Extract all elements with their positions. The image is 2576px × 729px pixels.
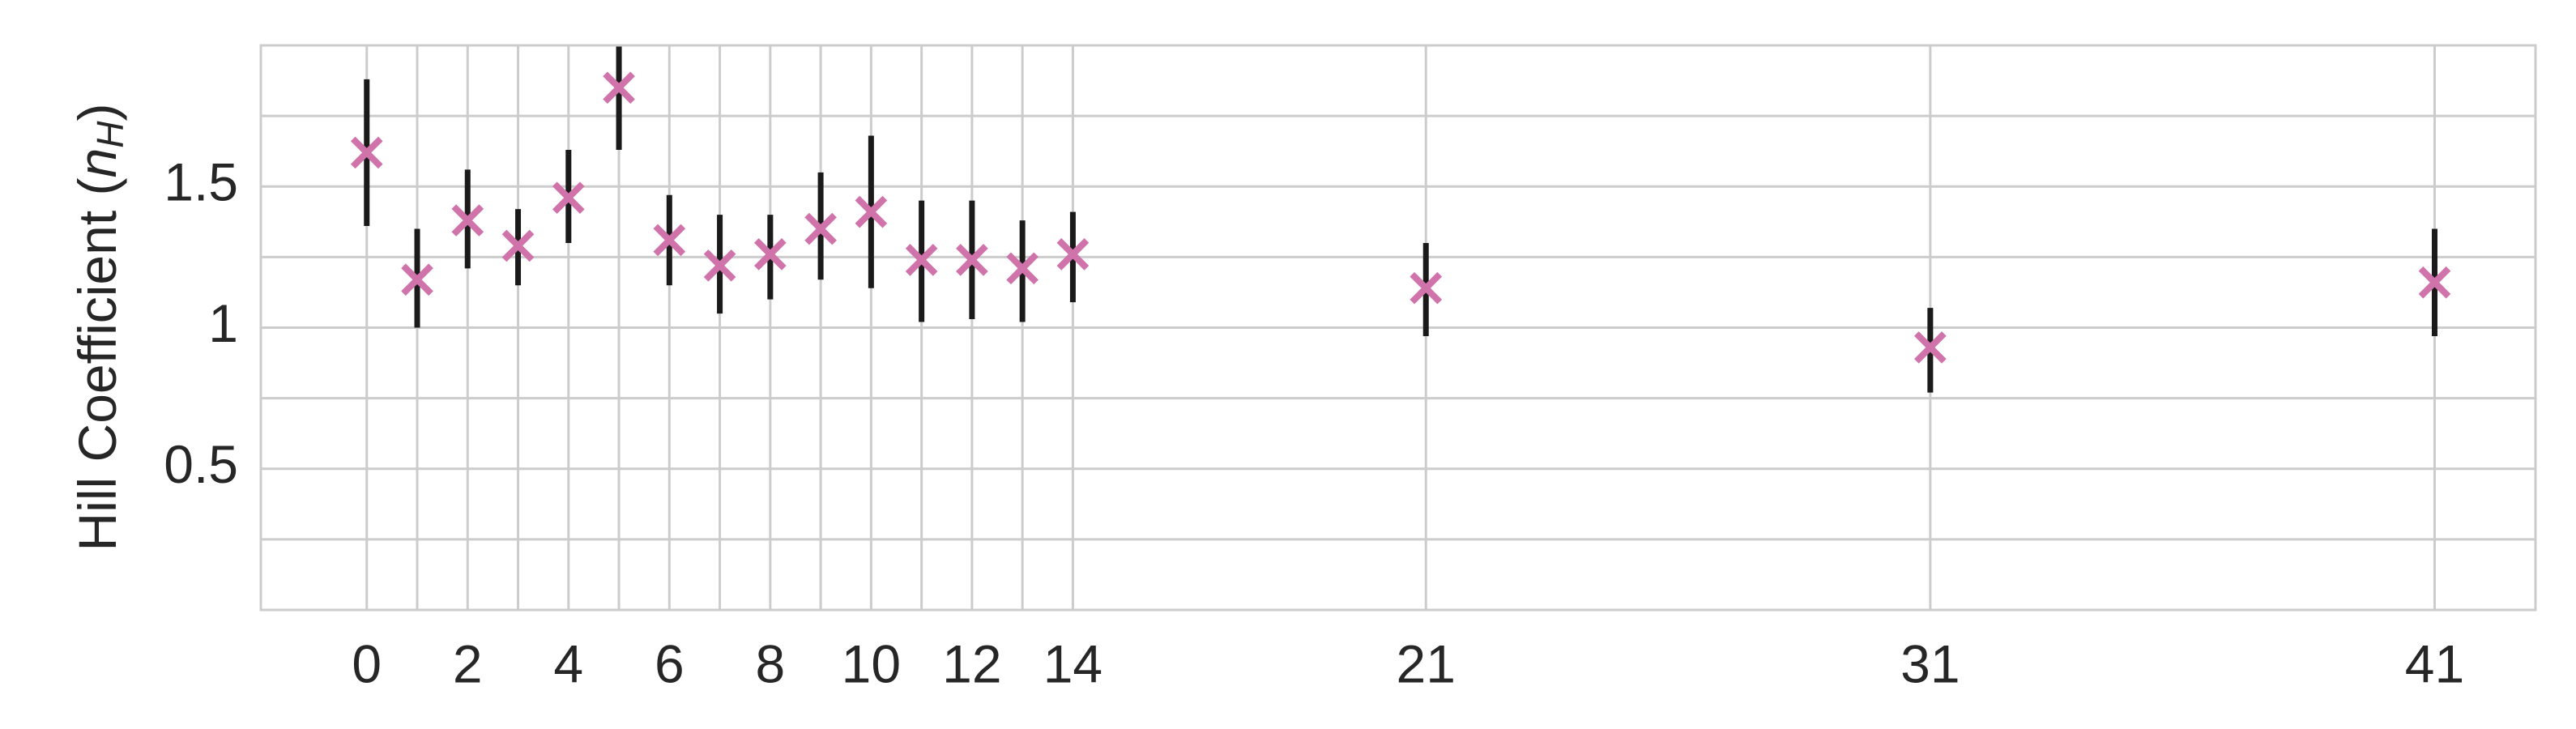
marker-stroke [804,212,837,245]
gridlines [261,45,2535,610]
x-tick-label: 8 [755,633,785,693]
marker-stroke [603,71,635,104]
marker-stroke [501,229,535,262]
data-point-marker [653,224,686,257]
marker-stroke [1410,271,1443,305]
marker-stroke [552,181,585,215]
y-tick-label: 1 [208,293,238,353]
marker-stroke [2418,266,2451,299]
marker-stroke [956,244,988,276]
x-tick-label: 41 [2405,633,2464,693]
x-tick-label: 6 [655,633,685,693]
marker-stroke [451,204,484,237]
data-point-marker [1056,238,1090,271]
y-tick-label: 0.5 [164,434,238,494]
y-tick-label: 1.5 [164,152,238,212]
y-axis-label-var: n [67,148,127,178]
data-point-marker [1914,331,1947,364]
marker-stroke [1056,238,1090,271]
marker-stroke [703,249,736,282]
data-markers [350,71,2451,364]
x-tick-labels: 0 2 4 6 8 10 12 14 21 31 41 [352,633,2464,693]
data-point-marker [956,244,988,276]
data-point-marker [804,212,837,245]
data-point-marker [451,204,484,237]
data-point-marker [1006,252,1039,285]
data-point-marker [855,195,888,228]
data-point-marker [2418,266,2451,299]
x-tick-label: 0 [352,633,382,693]
x-tick-label: 4 [553,633,583,693]
y-axis-label-sub: H [89,121,131,148]
y-axis-label-suffix: ) [67,104,127,122]
x-tick-label: 31 [1900,633,1960,693]
marker-stroke [401,263,433,296]
marker-stroke [905,244,938,276]
marker-stroke [653,224,686,257]
marker-stroke [1006,252,1039,285]
y-axis-label: Hill Coefficient (nH) [67,104,131,552]
x-tick-label: 2 [453,633,483,693]
marker-stroke [1914,331,1947,364]
x-tick-label: 10 [842,633,901,693]
data-point-marker [905,244,938,276]
x-tick-label: 12 [942,633,1001,693]
data-point-marker [552,181,585,215]
data-point-marker [1410,271,1443,305]
data-point-marker [401,263,433,296]
x-tick-label: 21 [1397,633,1456,693]
data-point-marker [754,238,787,271]
data-point-marker [703,249,736,282]
y-axis-label-prefix: Hill Coefficient ( [67,177,127,551]
y-tick-labels: 0.5 1 1.5 [164,152,238,495]
plot-frame [259,44,2537,612]
data-point-marker [603,71,635,104]
marker-stroke [754,238,787,271]
x-tick-label: 14 [1043,633,1102,693]
marker-stroke [350,136,383,169]
marker-stroke [855,195,888,228]
data-point-marker [350,136,383,169]
data-point-marker [501,229,535,262]
